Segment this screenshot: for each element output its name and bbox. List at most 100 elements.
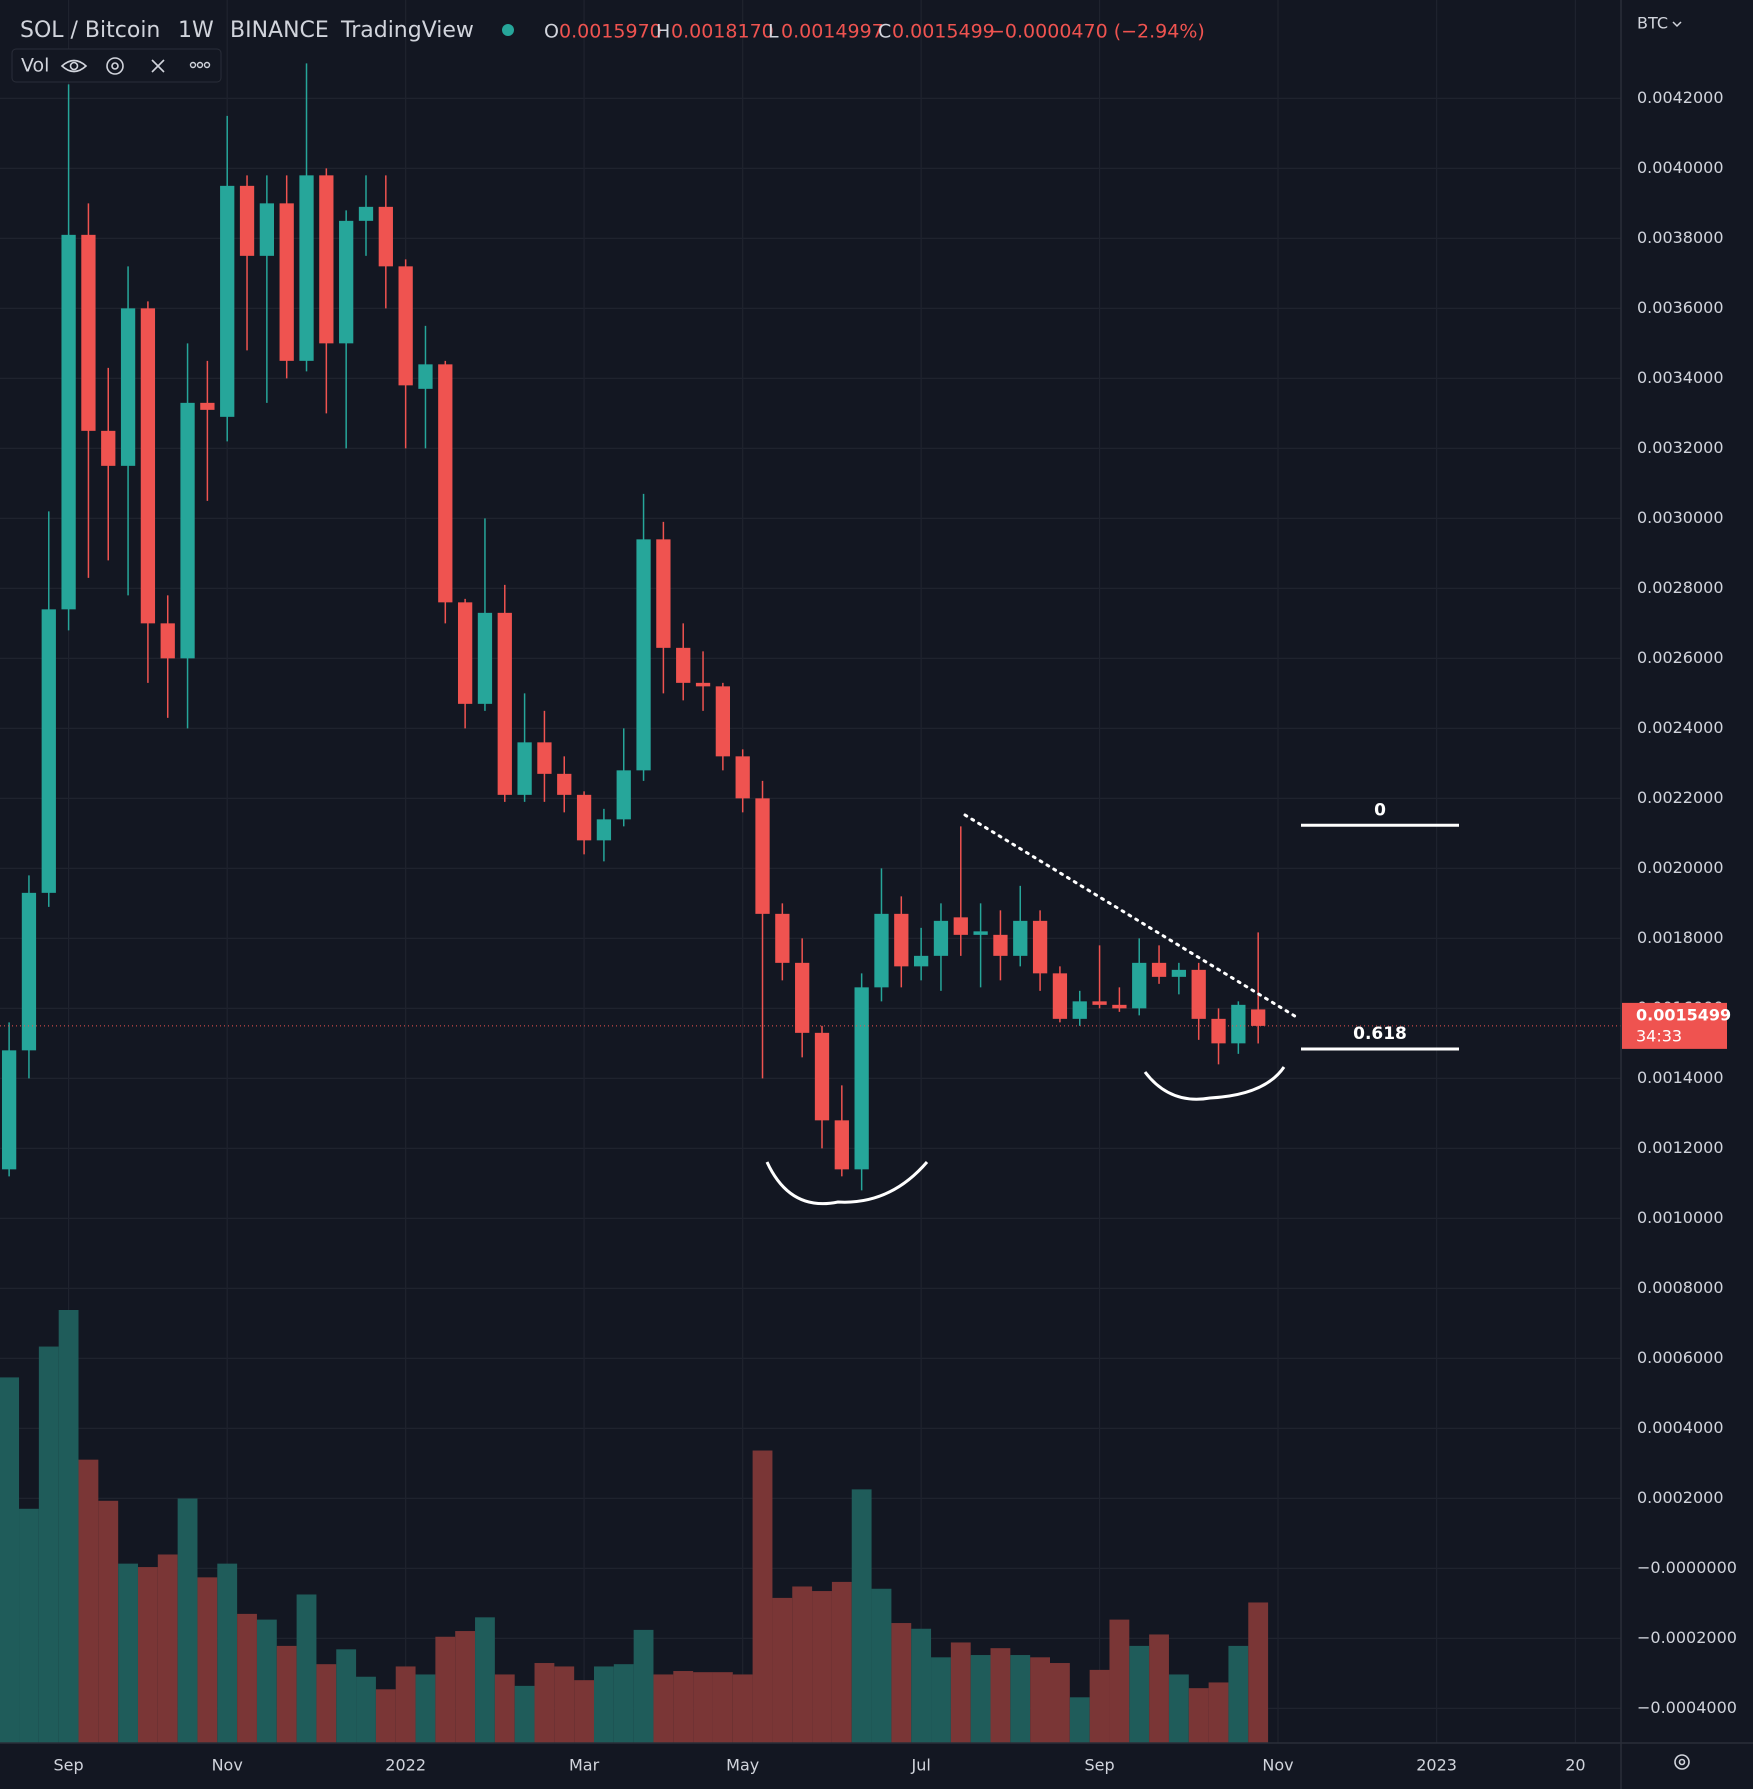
x-tick-label: Nov [1262,1756,1293,1775]
settings-icon[interactable] [106,57,124,75]
settings-gear[interactable] [1674,1754,1690,1770]
y-tick-label: 0.0034000 [1637,368,1724,387]
volume-bar [931,1657,951,1743]
low-key: L [768,21,779,43]
volume-bar [851,1489,872,1743]
candle-body [596,819,612,841]
candle-body [61,234,76,610]
candle-body [398,266,413,386]
candle-body [279,203,294,361]
volume-bar [831,1581,852,1743]
volume-bar [772,1597,793,1743]
candle-body [339,220,354,344]
y-tick-label: 0.0002000 [1637,1488,1724,1507]
volume-bar [712,1672,733,1743]
x-tick-label: 2022 [385,1756,426,1775]
x-tick-label: Jul [910,1756,930,1775]
y-tick-label: 0.0020000 [1637,858,1724,877]
volume-bar [1010,1655,1031,1743]
volume-bar [1208,1682,1229,1743]
exchange: BINANCE [230,18,329,43]
volume-bar [494,1674,515,1743]
close-value: 0.0015499 [892,21,995,43]
x-tick-label: Mar [569,1756,600,1775]
candle-body [715,686,731,757]
volume-bar [1248,1602,1269,1743]
candle-body [438,364,453,603]
candle-body [576,794,592,841]
candle-body [1072,1001,1087,1019]
volume-bar [177,1498,198,1743]
volume-bar [534,1663,555,1743]
trend-line [963,813,1300,1020]
candle-body [200,402,215,410]
candle-body [1151,962,1167,977]
more-icon[interactable] [189,61,211,69]
volume-bar [217,1563,238,1743]
candle-body [1013,920,1028,956]
volume-legend-box [11,48,222,83]
volume-bar [276,1645,297,1743]
volume-label: Vol [21,55,49,77]
candle-body [795,962,810,1033]
candle-body [735,756,750,799]
x-tick-label: Sep [1084,1756,1114,1775]
y-tick-label: 0.0022000 [1637,788,1724,807]
volume-bar [336,1649,357,1743]
candle-body [1052,973,1068,1019]
volume-bar [673,1671,694,1743]
price-tag-countdown: 34:33 [1636,1026,1682,1045]
close-icon[interactable] [151,59,165,73]
candle-body [497,612,512,795]
candle-body [81,234,96,431]
volume-bar [1050,1663,1070,1743]
candle-layer [1,63,1266,1191]
volume-bar [375,1689,396,1743]
candle-body [517,742,532,795]
volume-bar [792,1586,813,1743]
x-tick-label: May [726,1756,759,1775]
volume-bar [970,1655,991,1743]
y-tick-label: 0.0028000 [1637,578,1724,597]
drawn-curve [765,1161,929,1206]
y-tick-label: 0.0008000 [1637,1278,1724,1297]
currency[interactable]: BTC [1637,14,1668,33]
volume-bar [1228,1645,1249,1743]
currency-caret [1672,21,1682,28]
y-tick-label: 0.0030000 [1637,508,1724,527]
volume-bar [693,1672,713,1743]
open-value: 0.0015970 [559,21,662,43]
eye-icon[interactable] [60,59,88,73]
volume-bar [653,1674,674,1743]
price-tag-value: 0.0015499 [1636,1005,1731,1024]
volume-bar [256,1619,277,1743]
candle-body [834,1120,849,1170]
candle-body [656,539,671,648]
fib-label: 0.618 [1353,1024,1407,1044]
volume-bar [911,1628,932,1743]
volume-bar [514,1685,535,1743]
x-tick-label: Sep [54,1756,84,1775]
volume-bar [475,1617,495,1743]
volume-bar [1129,1645,1150,1743]
candle-body [1171,969,1187,977]
change: −0.0000470 (−2.94%) [989,21,1205,43]
y-tick-label: 0.0038000 [1637,228,1724,247]
candle-body [854,987,869,1170]
volume-bar [118,1563,138,1743]
candle-body [259,203,274,256]
volume-bar [1030,1657,1051,1743]
candle-body [814,1032,830,1121]
candle-body [160,623,175,659]
candle-body [1191,969,1206,1019]
candle-body [477,612,493,704]
drawn-curve [1143,1066,1286,1101]
x-tick-label: 2023 [1416,1756,1457,1775]
volume-bar [633,1629,654,1743]
y-tick-label: 0.0024000 [1637,718,1724,737]
volume-bar [0,1377,20,1743]
high-key: H [656,21,670,43]
